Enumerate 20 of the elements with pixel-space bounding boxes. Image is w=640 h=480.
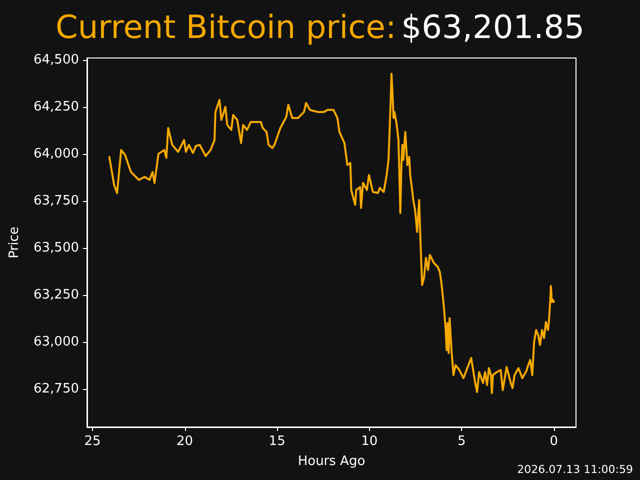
y-tick-label: 64,500 bbox=[34, 52, 79, 68]
x-axis-title: Hours Ago bbox=[298, 454, 366, 469]
y-tick-label: 63,750 bbox=[34, 193, 79, 208]
line-series bbox=[108, 72, 555, 394]
y-tick-label: 63,500 bbox=[34, 240, 79, 256]
chart-title: Current Bitcoin price: bbox=[56, 8, 396, 46]
y-axis-title: Price bbox=[7, 226, 22, 258]
y-tick-label: 63,000 bbox=[34, 334, 79, 350]
y-tick-label: 64,250 bbox=[34, 99, 79, 114]
chart-subtitle: $63,201.85 bbox=[401, 8, 584, 46]
x-tick-label: 20 bbox=[176, 434, 194, 449]
x-tick-label: 0 bbox=[550, 434, 558, 449]
y-tick-label: 62,750 bbox=[34, 382, 79, 397]
x-tick-label: 25 bbox=[84, 434, 101, 449]
y-tick-label: 64,000 bbox=[34, 146, 79, 162]
text: 2026.07.13 11:00:59 bbox=[517, 463, 634, 476]
y-tick-label: 63,250 bbox=[34, 287, 79, 302]
x-tick-label: 5 bbox=[457, 434, 466, 449]
x-tick-label: 10 bbox=[361, 434, 378, 449]
x-tick-label: 15 bbox=[268, 434, 286, 449]
